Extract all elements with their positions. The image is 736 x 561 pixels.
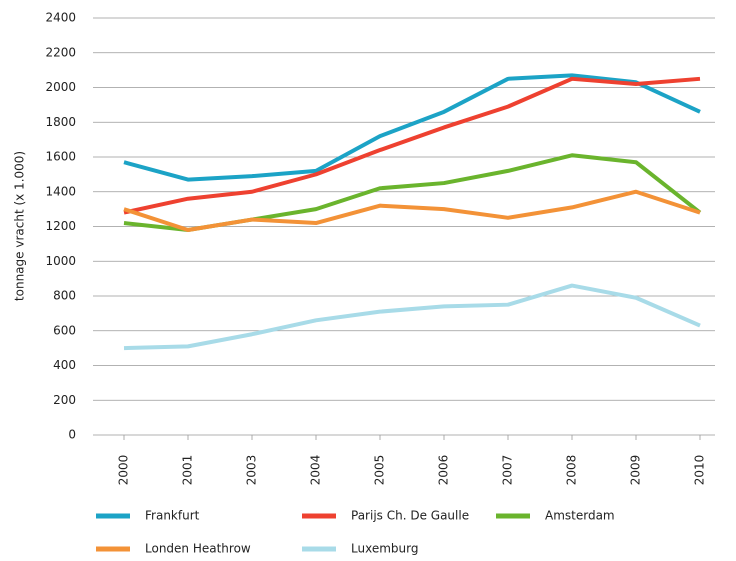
- y-tick-label: 1400: [45, 184, 76, 198]
- legend-label: Parijs Ch. De Gaulle: [351, 509, 469, 523]
- x-tick-label: 2009: [629, 455, 643, 486]
- x-tick-label: 2001: [181, 455, 195, 486]
- series-line: [123, 76, 701, 215]
- series-line: [123, 283, 701, 351]
- y-tick-label: 0: [68, 428, 76, 442]
- x-tick-label: 2007: [501, 455, 515, 486]
- legend-label: Luxemburg: [351, 542, 418, 556]
- x-tick-label: 2003: [245, 455, 259, 486]
- x-tick-label: 2005: [373, 455, 387, 486]
- legend-label: Frankfurt: [145, 509, 200, 523]
- legend-label: Londen Heathrow: [145, 542, 251, 556]
- y-tick-label: 1200: [45, 219, 76, 233]
- y-tick-label: 800: [53, 289, 76, 303]
- series-line: [123, 153, 702, 232]
- y-tick-label: 1000: [45, 254, 76, 268]
- y-tick-label: 1800: [45, 115, 76, 129]
- y-axis-label: tonnage vracht (x 1.000): [13, 151, 27, 301]
- series-line: [123, 73, 701, 182]
- y-tick-label: 2400: [45, 11, 76, 25]
- y-tick-label: 2000: [45, 80, 76, 94]
- y-tick-label: 400: [53, 358, 76, 372]
- y-tick-label: 1600: [45, 150, 76, 164]
- x-tick-label: 2000: [117, 455, 131, 486]
- y-tick-label: 600: [53, 323, 76, 337]
- series-line: [123, 189, 701, 232]
- x-tick-label: 2004: [309, 455, 323, 486]
- x-tick-label: 2006: [437, 455, 451, 486]
- x-tick-label: 2010: [693, 455, 707, 486]
- y-tick-label: 200: [53, 393, 76, 407]
- legend-label: Amsterdam: [545, 509, 615, 523]
- x-tick-label: 2008: [565, 455, 579, 486]
- y-tick-label: 2200: [45, 45, 76, 59]
